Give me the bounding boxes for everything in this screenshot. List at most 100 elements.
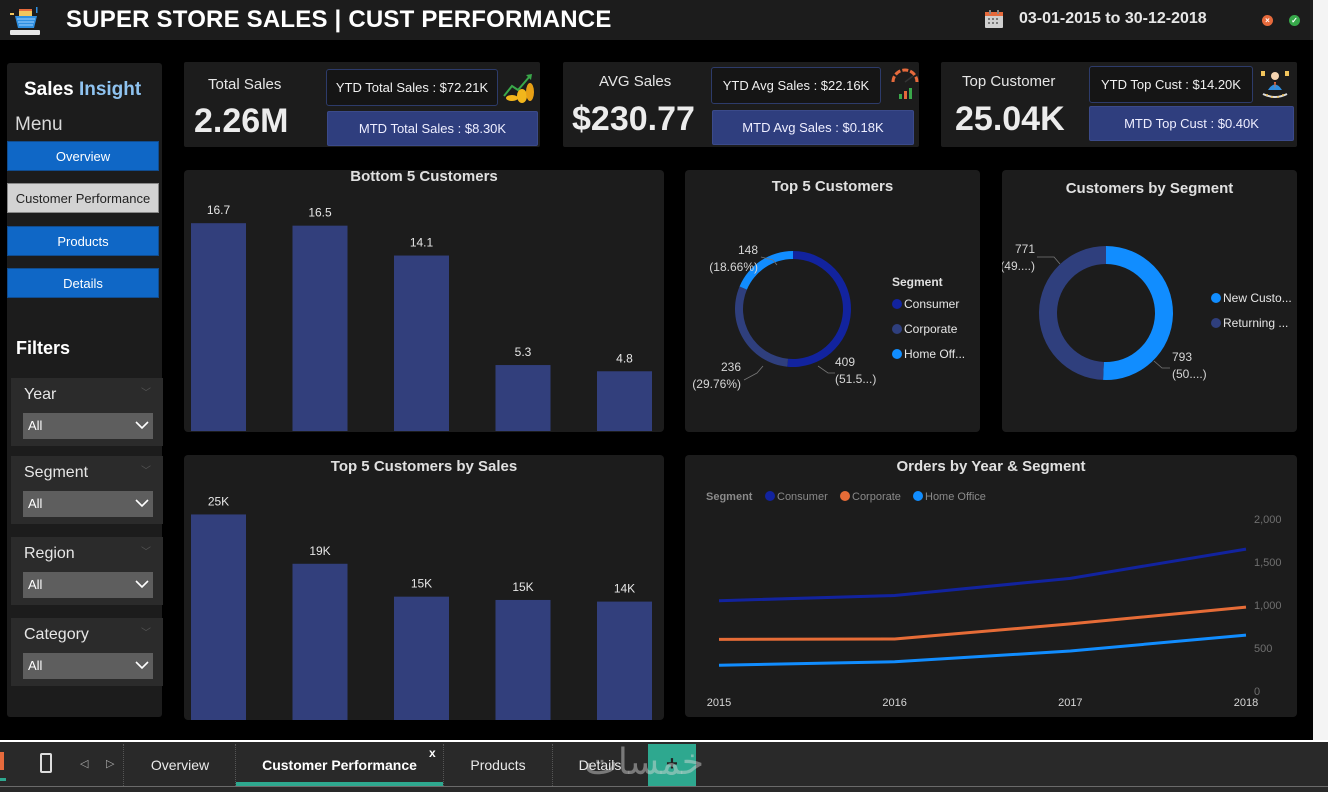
nav-overview-button[interactable]: Overview bbox=[7, 141, 159, 171]
y-tick-label: 1,500 bbox=[1254, 557, 1282, 569]
legend-item: Returning ... bbox=[1223, 316, 1288, 330]
previous-page-icon[interactable]: ◁ bbox=[80, 758, 89, 770]
legend-item: New Custo... bbox=[1223, 291, 1292, 305]
tab-overview[interactable]: Overview bbox=[150, 757, 210, 773]
kpi-ytd: YTD Total Sales : $72.21K bbox=[326, 69, 498, 106]
data-label: 16.5 bbox=[308, 206, 332, 220]
page-title: SUPER STORE SALES | CUST PERFORMANCE bbox=[66, 6, 612, 33]
kpi-avg-sales: AVG Sales $230.77 YTD Avg Sales : $22.16… bbox=[563, 62, 919, 147]
legend-marker bbox=[840, 491, 850, 501]
legend-marker bbox=[892, 349, 902, 359]
top-5-customers-by-sales-chart: Top 5 Customers by Sales 25K 19K 15K 15K 14K bbox=[184, 455, 664, 720]
category-slicer-label: Category bbox=[24, 626, 89, 643]
close-tab-icon[interactable]: x bbox=[429, 746, 436, 760]
slicer-collapse-icon[interactable]: ﹀ bbox=[141, 628, 151, 639]
slice-percent-label: (50....) bbox=[1172, 367, 1207, 381]
segment-slicer-label: Segment bbox=[24, 464, 89, 481]
close-circle-icon[interactable]: × bbox=[1262, 15, 1273, 26]
legend-marker bbox=[892, 299, 902, 309]
leader-line bbox=[1037, 256, 1061, 265]
next-page-icon[interactable]: ▷ bbox=[106, 758, 115, 770]
x-tick-label: 2017 bbox=[1058, 697, 1082, 709]
leader-line bbox=[817, 365, 835, 374]
legend-marker bbox=[913, 491, 923, 501]
bar bbox=[597, 371, 652, 431]
legend-item: Corporate bbox=[852, 491, 901, 503]
customers-by-segment-donut: 793 (50....) 771 (49....) New Custo... Return… bbox=[1002, 242, 1292, 381]
brand-title: Sales Insight bbox=[24, 79, 141, 101]
slicer-collapse-icon[interactable]: ﹀ bbox=[141, 466, 151, 477]
kpi-label: AVG Sales bbox=[599, 73, 672, 90]
kpi-value: 25.04K bbox=[955, 100, 1065, 138]
slicer-collapse-icon[interactable]: ﹀ bbox=[141, 388, 151, 399]
region-slicer: Region ﹀ All bbox=[11, 537, 163, 605]
kpi-mtd: MTD Avg Sales : $0.18K bbox=[712, 110, 914, 145]
region-dropdown[interactable]: All bbox=[23, 572, 153, 598]
top-5-customers-chart: Top 5 Customers 409 (51.5...) 236 (29.76%) 1… bbox=[685, 170, 980, 432]
year-dropdown[interactable]: All bbox=[23, 413, 153, 439]
legend-marker bbox=[765, 491, 775, 501]
customers-by-segment-chart: Customers by Segment 793 (50....) 771 (49..… bbox=[1002, 170, 1297, 432]
segment-dropdown-value: All bbox=[28, 496, 43, 511]
calendar-icon bbox=[985, 10, 1003, 28]
nav-details-button[interactable]: Details bbox=[7, 268, 159, 298]
slice-percent-label: (51.5...) bbox=[835, 372, 876, 386]
legend-marker bbox=[1211, 318, 1221, 328]
top-5-customers-by-sales-plot: 25K 19K 15K 15K 14K bbox=[191, 494, 652, 720]
kpi-ytd: YTD Avg Sales : $22.16K bbox=[711, 67, 881, 104]
data-label: 15K bbox=[512, 580, 533, 594]
brand-accent: Insight bbox=[78, 79, 142, 100]
x-tick-label: 2015 bbox=[707, 697, 731, 709]
bar bbox=[394, 596, 449, 720]
legend-item: Consumer bbox=[777, 491, 828, 503]
segment-dropdown[interactable]: All bbox=[23, 491, 153, 517]
year-dropdown-value: All bbox=[28, 418, 43, 433]
slice-percent-label: (49....) bbox=[1002, 259, 1035, 273]
tab-separator bbox=[123, 744, 124, 786]
bar bbox=[394, 255, 449, 431]
kpi-value: $230.77 bbox=[572, 100, 695, 138]
leader-line bbox=[1153, 360, 1170, 369]
add-page-button[interactable]: + bbox=[648, 744, 696, 786]
donut-slice bbox=[1039, 246, 1106, 380]
kpi-label: Total Sales bbox=[208, 76, 282, 93]
tab-details[interactable]: Details bbox=[578, 757, 622, 773]
kpi-top-customer: Top Customer 25.04K YTD Top Cust : $14.2… bbox=[941, 62, 1297, 147]
chevron-down-icon bbox=[135, 421, 149, 430]
tab-separator bbox=[552, 744, 553, 786]
tab-separator bbox=[235, 744, 236, 786]
mobile-layout-icon[interactable] bbox=[40, 753, 52, 773]
bottom-5-customers-chart: Bottom 5 Customers 16.7 16.5 14.1 5.3 4.8 bbox=[184, 168, 664, 432]
region-dropdown-value: All bbox=[28, 577, 43, 592]
sidebar: Sales Insight Menu Overview Customer Per… bbox=[7, 63, 163, 717]
chevron-down-icon bbox=[135, 661, 149, 670]
gauge-chart-icon bbox=[891, 68, 919, 99]
tab-bar-divider bbox=[0, 786, 1328, 787]
slicer-collapse-icon[interactable]: ﹀ bbox=[141, 547, 151, 558]
legend-title: Segment bbox=[892, 275, 943, 289]
tab-separator bbox=[443, 744, 444, 786]
filters-title: Filters bbox=[16, 338, 71, 358]
sales-growth-coins-icon bbox=[503, 74, 534, 103]
legend-item: Corporate bbox=[904, 322, 958, 336]
top-5-customers-donut: 409 (51.5...) 236 (29.76%) 148 (18.66%) Segmen… bbox=[692, 243, 965, 391]
tab-products[interactable]: Products bbox=[470, 757, 526, 773]
slice-value-label: 793 bbox=[1172, 350, 1192, 364]
nav-products-button[interactable]: Products bbox=[7, 226, 159, 256]
year-slicer: Year ﹀ All bbox=[11, 378, 163, 446]
legend-marker bbox=[892, 324, 902, 334]
check-circle-icon[interactable]: ✓ bbox=[1289, 15, 1300, 26]
kpi-mtd: MTD Top Cust : $0.40K bbox=[1089, 106, 1294, 141]
orders-by-year-segment-chart: Orders by Year & Segment Segment Consumer… bbox=[685, 455, 1297, 717]
nav-customer-performance-button[interactable]: Customer Performance bbox=[7, 183, 159, 213]
slice-percent-label: (29.76%) bbox=[692, 377, 741, 391]
category-dropdown[interactable]: All bbox=[23, 653, 153, 679]
legend-item: Home Office bbox=[925, 491, 986, 503]
window-edge bbox=[1313, 0, 1328, 740]
shopping-basket-icon bbox=[10, 7, 40, 35]
legend-title: Segment bbox=[706, 491, 753, 503]
series-line-home-office bbox=[718, 633, 1247, 667]
tab-customer-performance[interactable]: Customer Performance bbox=[236, 744, 443, 786]
bar bbox=[495, 599, 551, 720]
legend-item: Home Off... bbox=[904, 347, 965, 361]
